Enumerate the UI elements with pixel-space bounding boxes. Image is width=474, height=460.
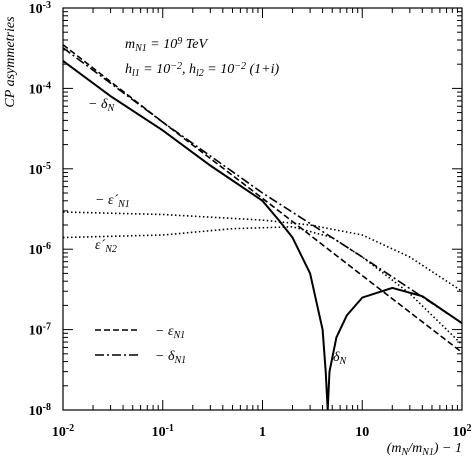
text-part: N — [106, 103, 115, 114]
tick-label: 10-1 — [152, 423, 174, 440]
tick-exponent: -5 — [43, 161, 51, 172]
text-part: = 10 — [204, 62, 234, 77]
tick-base: 10 — [29, 163, 43, 178]
text-part: (m — [387, 441, 402, 456]
annotation: δN — [333, 350, 348, 367]
tick-exponent: -6 — [43, 241, 51, 252]
tick-exponent: -2 — [66, 423, 74, 434]
text-part: δ — [333, 350, 340, 365]
text-part: N2 — [104, 244, 117, 255]
annotation: hl1 = 10−2, hl2 = 10−2 (1+i) — [125, 61, 279, 80]
tick-label: 10-7 — [29, 322, 51, 339]
y-axis-label: CP asymmetries — [3, 16, 18, 108]
text-part: ε´ — [95, 238, 106, 253]
tick-exponent: 2 — [467, 423, 472, 434]
tick-base: 10 — [152, 425, 166, 440]
text-part: 9 — [177, 36, 182, 47]
tick-base: 10 — [29, 243, 43, 258]
tick-base: 10 — [29, 324, 43, 339]
tick-label: 10-8 — [29, 402, 51, 419]
annotation: mN1 = 109 TeV — [125, 36, 208, 55]
text-part: N1 — [117, 199, 130, 210]
text-part: /m — [407, 441, 422, 456]
annotation: − δN — [88, 97, 115, 114]
tick-label: 10-5 — [29, 161, 51, 178]
text-part: N1 — [173, 355, 186, 366]
text-part: − ε — [155, 324, 174, 339]
text-part: − δ — [88, 97, 108, 112]
text-part: h — [125, 62, 132, 77]
text-part: = 10 — [147, 37, 177, 52]
text-part: , h — [182, 62, 196, 77]
text-part: −2 — [170, 61, 182, 72]
text-part: = 10 — [140, 62, 170, 77]
text-part: N1 — [172, 330, 185, 341]
text-part: − δ — [155, 349, 175, 364]
text-part: N1 — [134, 43, 147, 54]
tick-exponent: -4 — [43, 80, 51, 91]
tick-label: 10-6 — [29, 241, 51, 258]
text-part: TeV — [182, 37, 208, 52]
text-part: m — [125, 37, 135, 52]
legend-label: − δN1 — [155, 349, 186, 366]
tick-exponent: -1 — [166, 423, 174, 434]
tick-label: 1 — [259, 425, 266, 440]
tick-label: 10-4 — [29, 80, 51, 97]
tick-base: 10 — [52, 425, 66, 440]
tick-label: 10 — [355, 425, 369, 440]
series-line — [63, 44, 462, 354]
series-line — [63, 60, 462, 410]
text-part: l2 — [196, 68, 204, 79]
text-part: N — [339, 356, 348, 367]
series-line — [63, 47, 462, 324]
text-part: − ε´ — [95, 193, 118, 208]
tick-exponent: -7 — [43, 322, 51, 333]
tick-base: 10 — [29, 82, 43, 97]
tick-base: 10 — [453, 425, 467, 440]
tick-base: 10 — [29, 2, 43, 17]
series-line — [63, 225, 462, 346]
tick-label: 10-2 — [52, 423, 74, 440]
tick-label: 102 — [453, 423, 472, 440]
x-axis-label: (mN/mN1) − 1 — [387, 441, 462, 458]
text-part: N1 — [421, 447, 434, 458]
legend-label: − εN1 — [155, 324, 185, 341]
text-part: ) − 1 — [433, 441, 462, 456]
annotation: − ε´N1 — [95, 193, 130, 210]
tick-label: 10-3 — [29, 0, 51, 17]
series-line — [63, 211, 462, 292]
tick-exponent: -3 — [43, 0, 51, 11]
annotation: ε´N2 — [95, 238, 117, 255]
text-part: −2 — [234, 61, 246, 72]
tick-exponent: -8 — [43, 402, 51, 413]
tick-base: 10 — [29, 404, 43, 419]
text-part: (1+i) — [246, 62, 279, 77]
text-part: l1 — [132, 68, 140, 79]
text-part: N — [401, 447, 410, 458]
